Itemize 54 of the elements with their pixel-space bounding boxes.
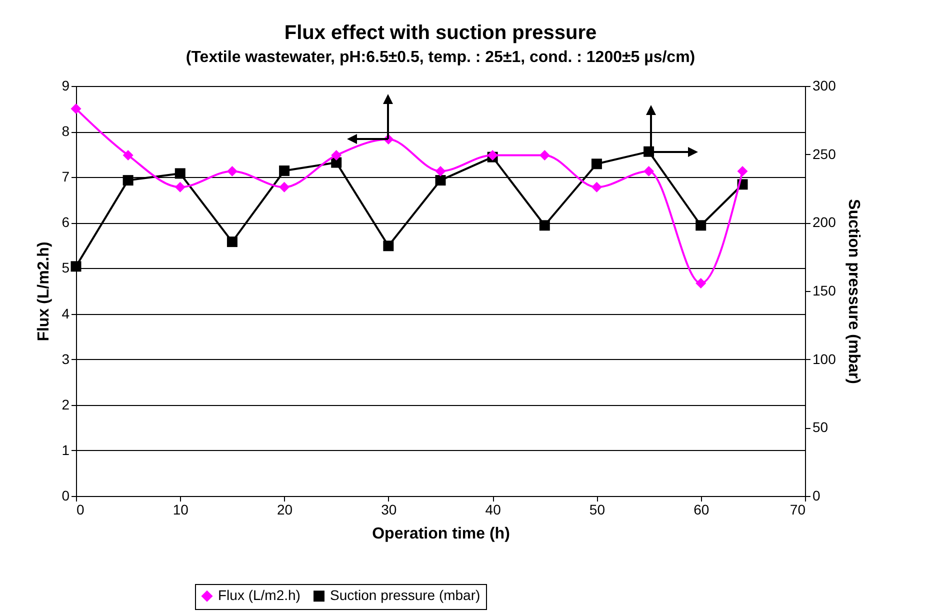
point	[696, 278, 706, 288]
y-tick-label: 1	[62, 442, 70, 458]
point	[70, 261, 82, 272]
y2-tick-label: 150	[812, 282, 836, 298]
point	[737, 166, 748, 176]
y-tick-label: 9	[62, 78, 70, 94]
point	[174, 182, 186, 192]
point	[539, 220, 550, 231]
y-tick-label: 2	[62, 396, 70, 412]
point	[174, 168, 186, 179]
point	[539, 150, 550, 160]
point	[279, 182, 290, 192]
x-tick-label: 60	[694, 502, 710, 518]
legend-label: Flux (L/m2.h)	[218, 587, 300, 604]
x-tick-label: 70	[790, 502, 806, 518]
y2-tick-label: 100	[812, 350, 836, 367]
point	[70, 104, 82, 114]
point	[591, 158, 602, 170]
y2-tick-label: 0	[812, 488, 820, 504]
point	[279, 165, 290, 176]
chart-subtitle: (Textile wastewater, pH:6.5±0.5, temp. : 25±1, cond. : 1200±5 µs/cm)	[186, 49, 696, 66]
x-tick-label: 40	[485, 502, 502, 518]
y-tick-label: 8	[62, 123, 70, 140]
x-tick-label: 30	[381, 502, 397, 518]
y-tick-label: 4	[62, 305, 70, 322]
y-axis-title: Flux (L/m2.h)	[36, 242, 53, 342]
point	[383, 240, 394, 252]
point	[696, 220, 706, 231]
point	[435, 166, 446, 176]
y-tick-label: 3	[62, 350, 70, 367]
y-tick-label: 7	[62, 168, 70, 185]
y2-axis-title: Suction pressure (mbar)	[844, 199, 862, 384]
x-tick-label: 50	[589, 502, 606, 518]
x-axis-title: Operation time (h)	[372, 526, 510, 542]
y-tick-label: 0	[62, 488, 70, 504]
y-tick-label: 6	[62, 214, 70, 230]
x-tick-label: 10	[172, 502, 189, 518]
y-tick-label: 5	[62, 260, 70, 276]
y2-tick-label: 250	[812, 146, 836, 162]
y2-tick-label: 50	[812, 419, 828, 436]
chart-title: Flux effect with suction pressure	[284, 22, 597, 44]
y2-tick-label: 300	[812, 78, 836, 94]
point	[435, 175, 446, 186]
point	[331, 150, 342, 160]
x-tick-label: 20	[276, 502, 293, 518]
point	[122, 175, 134, 186]
point	[644, 166, 654, 176]
point	[122, 150, 134, 160]
point	[226, 236, 238, 248]
legend-label: Suction pressure (mbar)	[330, 587, 480, 604]
point	[226, 166, 238, 176]
y2-tick-label: 200	[812, 214, 836, 230]
point	[591, 182, 602, 192]
x-tick-label: 0	[76, 502, 84, 518]
